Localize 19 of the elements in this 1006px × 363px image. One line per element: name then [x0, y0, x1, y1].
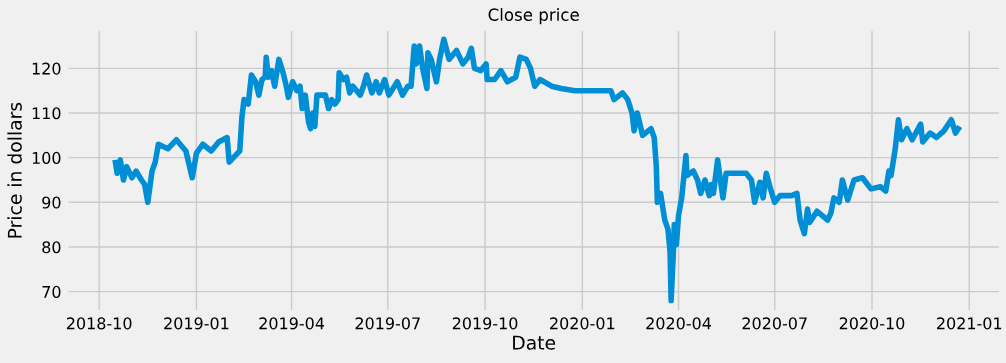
y-axis-title: Price in dollars: [7, 102, 22, 238]
y-tick-label: 90: [42, 196, 61, 209]
y-tick-label: 70: [42, 285, 61, 298]
x-tick-label: 2019-07: [355, 317, 420, 330]
y-tick-label: 80: [42, 241, 61, 254]
x-tick-label: 2020-01: [550, 317, 615, 330]
x-tick-label: 2018-10: [66, 317, 132, 330]
x-tick-label: 2021-01: [937, 317, 1002, 330]
y-tick-label: 120: [32, 62, 61, 75]
x-axis-title: Date: [513, 335, 556, 350]
x-tick-label: 2019-04: [259, 317, 325, 330]
chart-title: Close price: [488, 8, 579, 25]
y-tick-label: 100: [32, 151, 61, 164]
x-tick-label: 2019-10: [452, 317, 518, 330]
x-tick-label: 2020-10: [839, 317, 905, 330]
y-tick-label: 110: [32, 107, 61, 120]
x-tick-label: 2019-01: [164, 317, 229, 330]
x-tick-label: 2020-07: [742, 317, 807, 330]
x-tick-label: 2020-04: [646, 317, 711, 330]
